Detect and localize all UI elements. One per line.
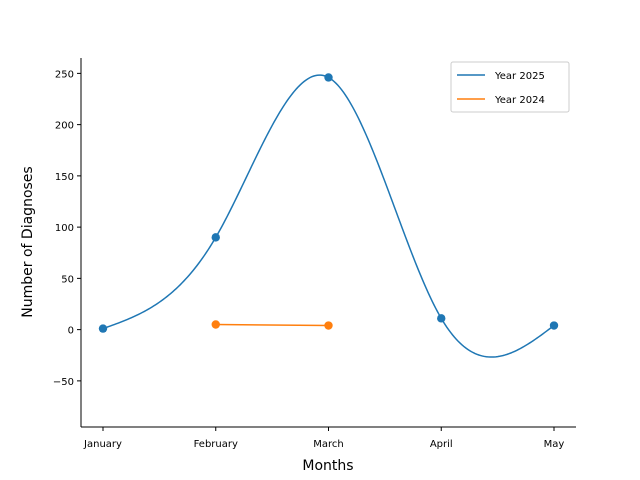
series-1-point: [211, 233, 220, 242]
plot-points: [98, 73, 559, 333]
y-axis-label: Number of Diagnoses: [20, 166, 36, 317]
y-tick-label: 250: [55, 69, 74, 80]
x-tick-label: May: [544, 439, 565, 450]
x-tick-label: January: [83, 439, 122, 450]
legend-label: Year 2024: [494, 95, 545, 106]
x-tick-label: February: [194, 439, 238, 450]
y-tick-label: −50: [53, 377, 74, 388]
legend: Year 2025 Year 2024: [450, 61, 570, 113]
series-2-point: [324, 321, 333, 330]
series-2-point: [211, 320, 220, 329]
plot-lines: [102, 74, 555, 358]
y-tick-label: 50: [61, 274, 74, 285]
series-1-point: [98, 324, 108, 333]
series-1-point: [324, 73, 333, 82]
x-ticks: January February March April May: [83, 427, 564, 450]
x-tick-label: March: [313, 439, 343, 450]
y-tick-label: 0: [68, 326, 74, 337]
x-axis-label: Months: [302, 458, 353, 474]
y-ticks: −50 0 50 100 150 200 250: [53, 69, 81, 388]
y-tick-label: 150: [55, 172, 74, 183]
series-line-1: [102, 74, 555, 358]
y-tick-label: 200: [55, 121, 74, 132]
y-tick-label: 100: [55, 223, 74, 234]
legend-label: Year 2025: [494, 71, 545, 82]
x-tick-label: April: [430, 439, 453, 450]
series-1-point: [437, 314, 446, 323]
series-line-2: [215, 323, 329, 327]
series-1-point: [549, 321, 559, 330]
